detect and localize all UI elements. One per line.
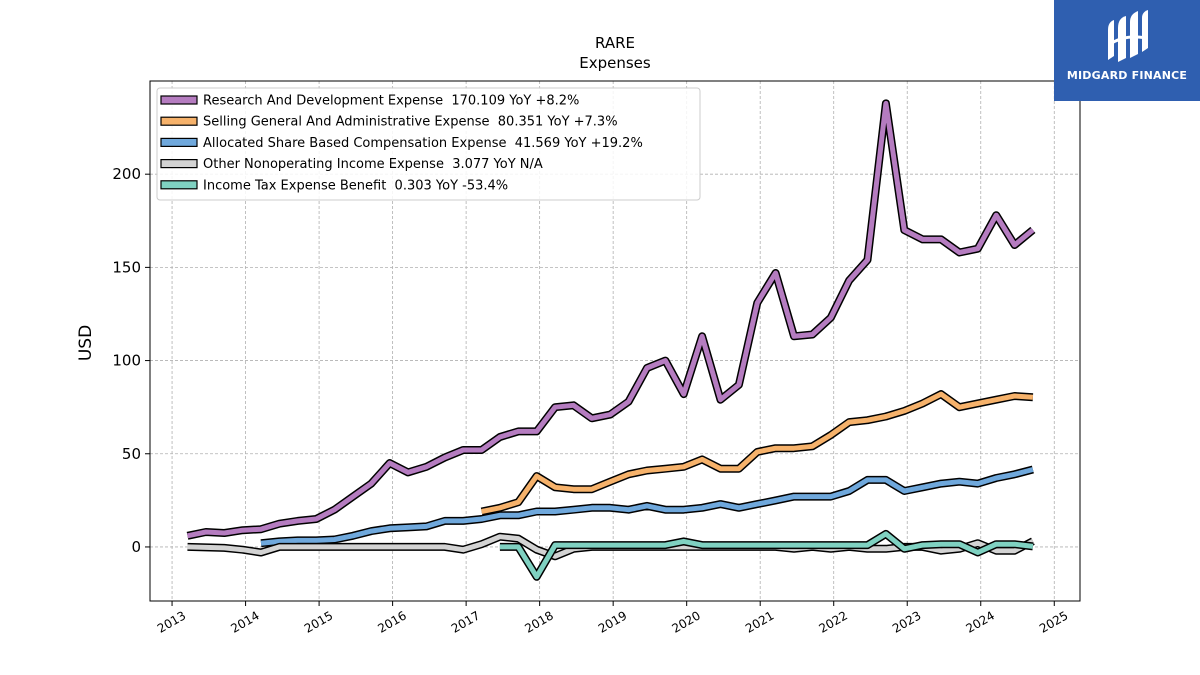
series-line-4 (499, 531, 1034, 580)
y-tick-label: 150 (112, 258, 141, 276)
series-line-2 (260, 467, 1034, 546)
axes-frame (149, 80, 1081, 602)
x-tick-label: 2022 (816, 608, 849, 635)
series-line-0 (186, 100, 1035, 539)
x-tick-label: 2024 (964, 608, 997, 635)
x-tick-label: 2019 (596, 608, 629, 635)
legend-swatch-0 (160, 95, 198, 105)
legend-swatch-1 (160, 116, 198, 126)
x-tick-label: 2021 (743, 608, 776, 635)
legend-label-0: Research And Development Expense 170.109… (203, 94, 579, 109)
series-lines (186, 99, 1036, 581)
chart-title: RARE (595, 34, 635, 52)
legend: Research And Development Expense 170.109… (156, 87, 701, 201)
legend-label-4: Income Tax Expense Benefit 0.303 YoY -53… (203, 178, 508, 193)
y-tick-label: 100 (112, 352, 141, 370)
x-tick-label: 2018 (522, 608, 555, 635)
y-tick-label: 0 (131, 538, 141, 556)
midgard-logo-icon (1108, 10, 1148, 62)
y-tick-label: 50 (122, 445, 141, 463)
x-tick-label: 2015 (302, 608, 335, 635)
legend-label-1: Selling General And Administrative Expen… (203, 115, 618, 130)
brand-logo: MIDGARD FINANCE (1054, 0, 1200, 101)
x-tick-label: 2014 (228, 608, 261, 635)
legend-box (156, 87, 701, 201)
x-tick-label: 2025 (1037, 608, 1070, 635)
x-tick-label: 2017 (449, 608, 482, 635)
chart-subtitle: Expenses (579, 54, 651, 72)
x-tick-label: 2020 (669, 608, 702, 635)
legend-swatch-3 (160, 159, 198, 169)
x-tick-label: 2016 (375, 608, 408, 635)
x-tick-label: 2023 (890, 608, 923, 635)
legend-label-2: Allocated Share Based Compensation Expen… (203, 136, 643, 151)
series-outline-4 (499, 529, 1034, 581)
legend-swatch-2 (160, 137, 198, 147)
x-tick-label: 2013 (155, 608, 188, 635)
legend-label-3: Other Nonoperating Income Expense 3.077 … (203, 157, 543, 172)
legend-swatch-4 (160, 180, 198, 190)
y-tick-label: 200 (112, 165, 141, 183)
y-axis-label: USD (76, 325, 96, 361)
series-line-1 (481, 391, 1034, 514)
brand-name: MIDGARD FINANCE (1066, 69, 1188, 82)
